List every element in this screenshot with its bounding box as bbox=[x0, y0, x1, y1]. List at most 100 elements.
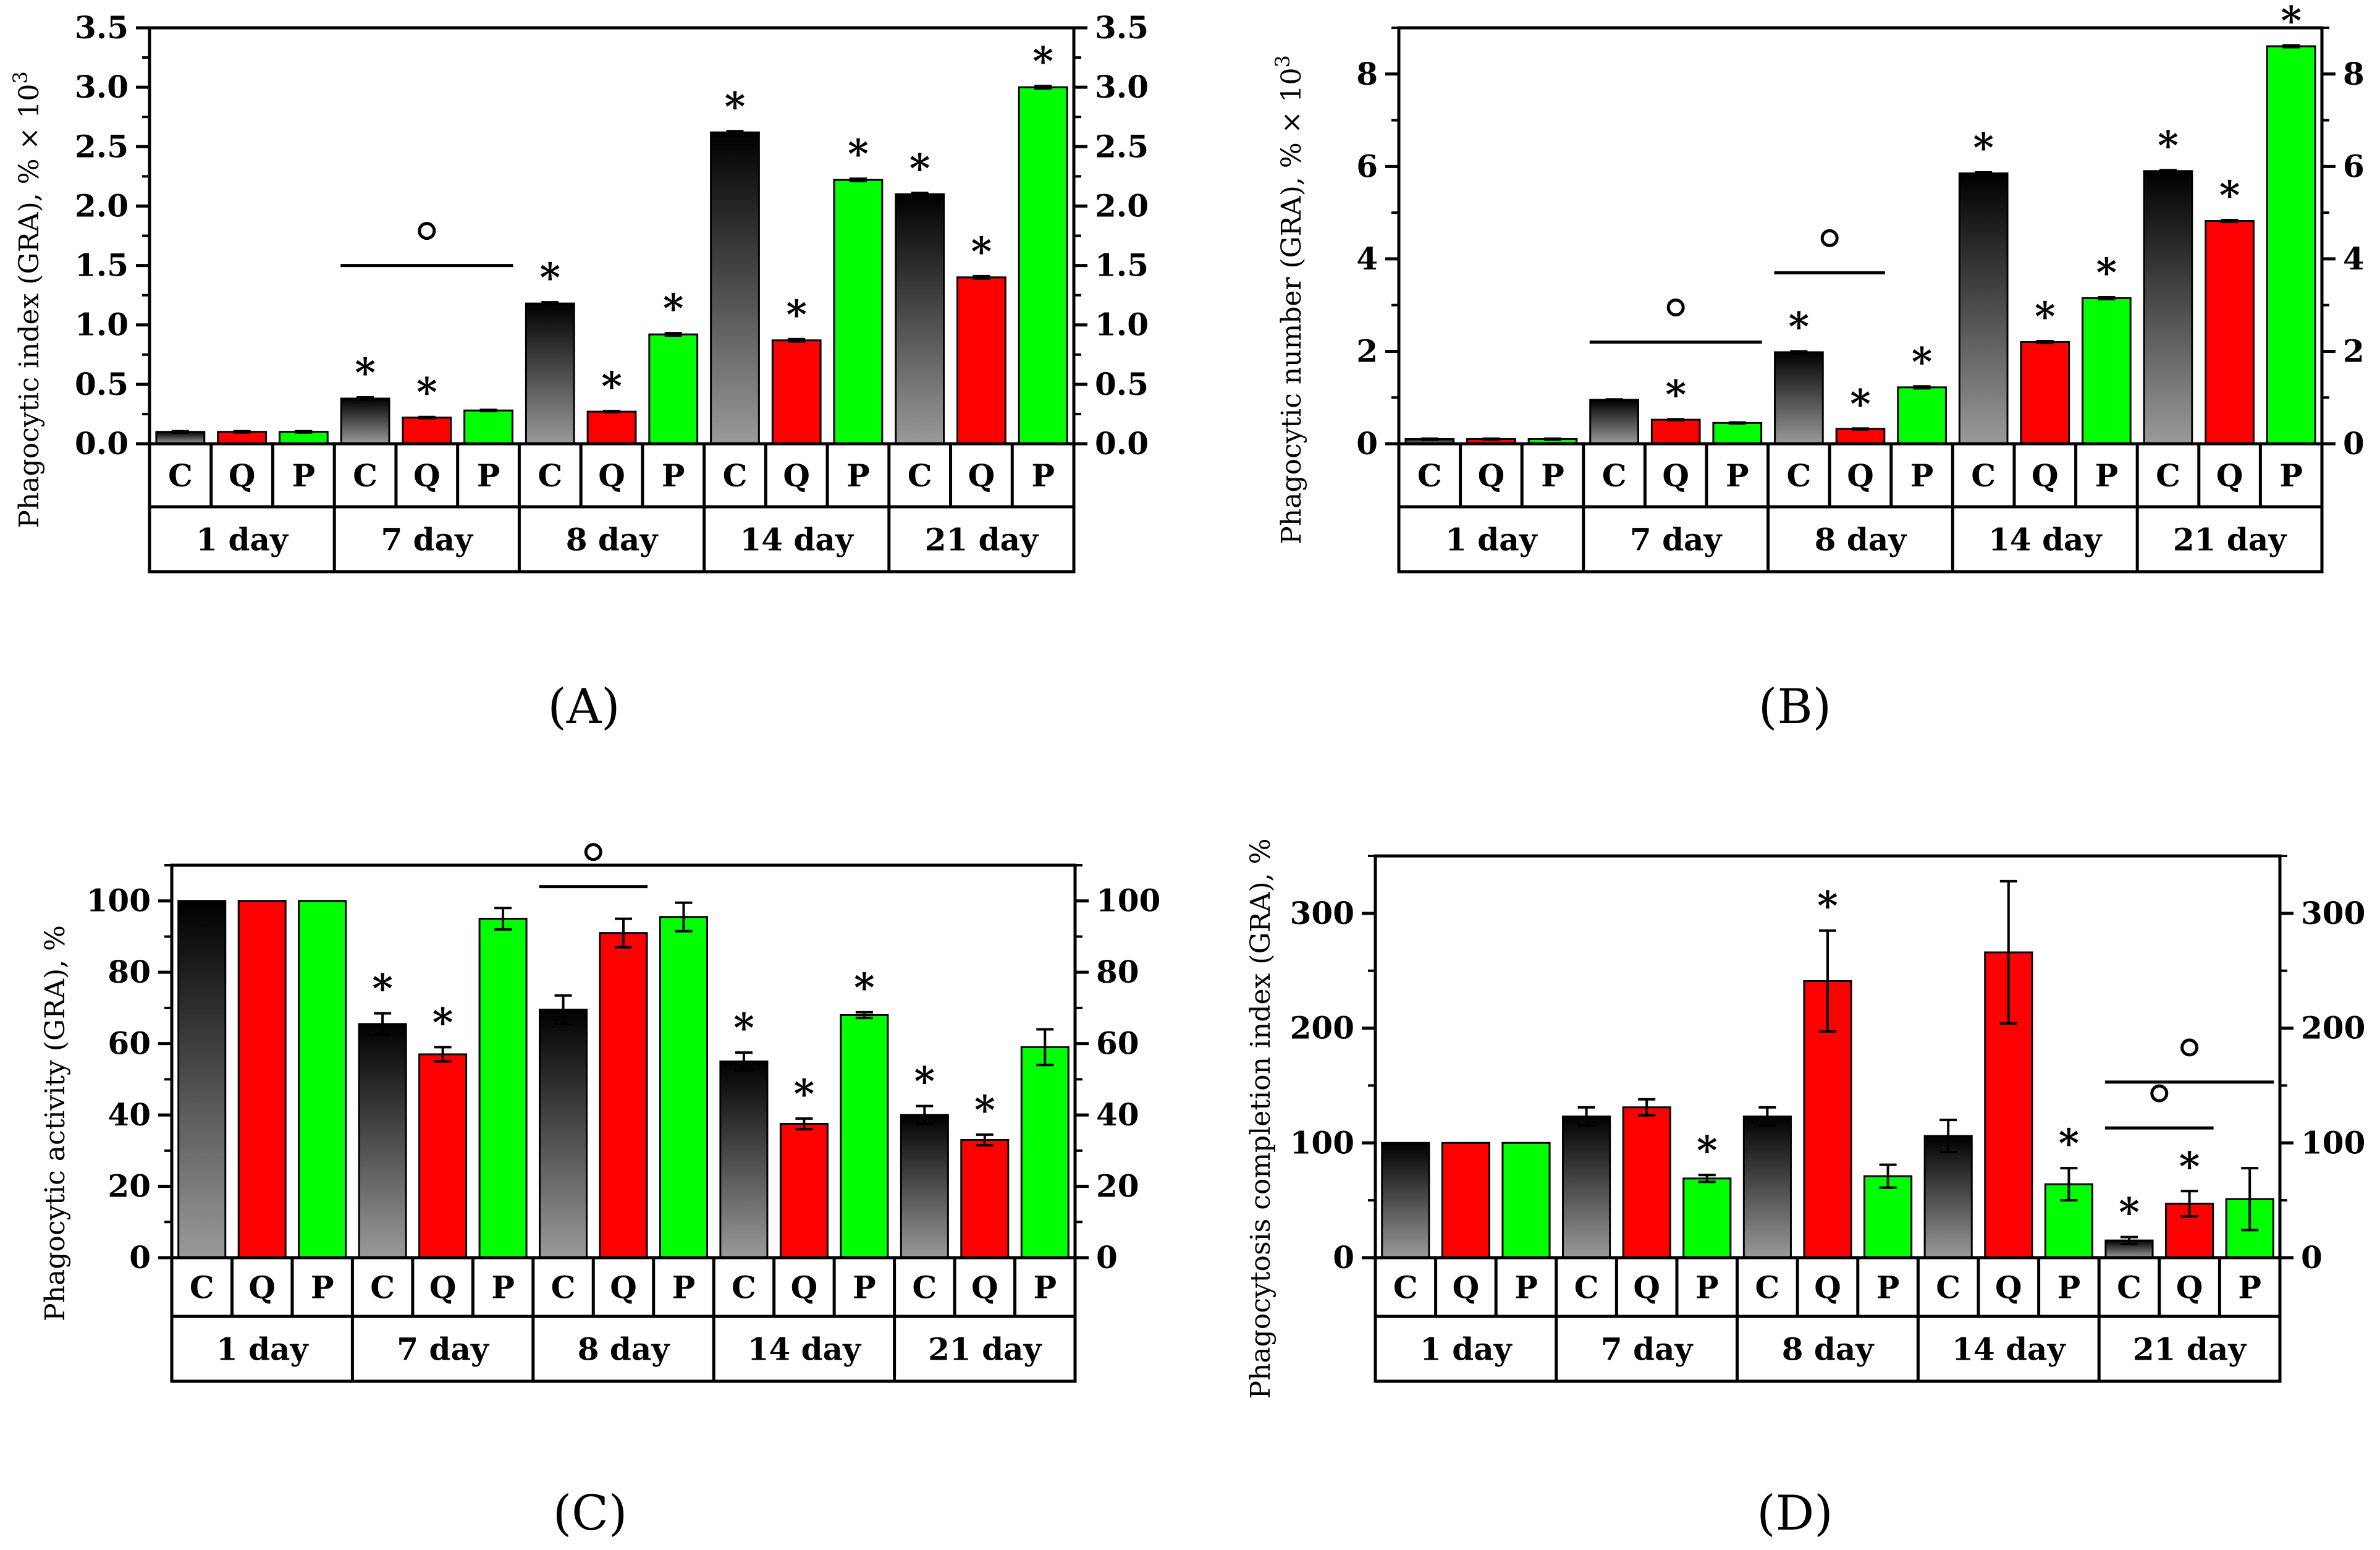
group-label: 21 day bbox=[928, 1331, 1042, 1368]
y-tick-label-right: 8 bbox=[2343, 56, 2365, 92]
category-label: Q bbox=[248, 1269, 276, 1306]
group-label: 21 day bbox=[925, 522, 1039, 558]
significance-star: * bbox=[794, 1071, 814, 1117]
group-label: 8 day bbox=[1782, 1331, 1875, 1368]
error-bar-q-3 bbox=[1819, 929, 1836, 1033]
error-bar-q-5 bbox=[2221, 219, 2239, 224]
group-label: 1 day bbox=[1420, 1331, 1513, 1368]
comparison-circle-icon bbox=[2150, 1084, 2169, 1103]
error-bar-c-5 bbox=[911, 192, 929, 197]
significance-star: * bbox=[854, 965, 874, 1011]
y-tick-label-right: 1.0 bbox=[1095, 307, 1149, 343]
error-bar-p-4 bbox=[2098, 295, 2116, 300]
category-label: C bbox=[168, 457, 193, 494]
comparison-circle-icon bbox=[418, 222, 436, 240]
significance-star: * bbox=[355, 350, 375, 396]
y-tick-label-right: 2.0 bbox=[1095, 187, 1149, 224]
error-bar-q-4 bbox=[795, 1117, 813, 1131]
group-label: 21 day bbox=[2133, 1331, 2247, 1368]
category-label: Q bbox=[783, 457, 810, 494]
category-label: C bbox=[1755, 1269, 1780, 1306]
y-tick-label-right: 2.5 bbox=[1095, 128, 1149, 164]
y-axis-label-text: Phagocytic activity (GRA), % bbox=[40, 925, 71, 1321]
y-axis-label: Phagocytosis completion index (GRA), % bbox=[1245, 838, 1277, 1399]
bar-c-4 bbox=[1923, 1135, 1973, 1259]
bar-q-3 bbox=[1835, 428, 1886, 445]
significance-star: * bbox=[540, 255, 560, 301]
bar-p-5 bbox=[1018, 86, 1068, 445]
category-label: P bbox=[491, 1269, 515, 1306]
bar-c-4 bbox=[710, 131, 760, 445]
category-label: P bbox=[292, 457, 316, 494]
bar-c-1 bbox=[177, 900, 227, 1259]
y-axis-label: Phagocytic number (GRA), % × 103 bbox=[1271, 55, 1307, 544]
bar-p-3 bbox=[648, 333, 699, 445]
significance-star: * bbox=[909, 145, 930, 192]
bar-q-5 bbox=[2205, 220, 2255, 445]
category-label: C bbox=[370, 1269, 395, 1306]
category-label: C bbox=[912, 1269, 937, 1306]
y-tick-label-left: 6 bbox=[1356, 148, 1378, 184]
y-axis-label-text: Phagocytosis completion index (GRA), % bbox=[1245, 838, 1277, 1399]
y-tick-label-left: 80 bbox=[108, 954, 151, 990]
error-bar-q-5 bbox=[976, 1133, 994, 1147]
category-label: P bbox=[1031, 457, 1055, 494]
category-label: P bbox=[2095, 457, 2119, 494]
significance-star: * bbox=[2059, 1120, 2079, 1167]
y-tick-label-right: 0 bbox=[1096, 1239, 1118, 1276]
y-tick-label-left: 0 bbox=[129, 1239, 151, 1276]
significance-star: * bbox=[433, 999, 453, 1046]
panel-label: (D) bbox=[1757, 1486, 1833, 1541]
bar-p-4 bbox=[2044, 1183, 2093, 1259]
category-label: Q bbox=[1633, 1269, 1660, 1306]
error-bar-c-4 bbox=[735, 1051, 753, 1072]
category-label: C bbox=[1393, 1269, 1418, 1306]
bar-c-3 bbox=[539, 1009, 588, 1259]
category-label: C bbox=[1574, 1269, 1599, 1306]
y-tick-label-left: 4 bbox=[1356, 240, 1378, 277]
bar-c-2 bbox=[1562, 1116, 1611, 1259]
y-tick-label-right: 0 bbox=[2301, 1239, 2323, 1276]
error-bar-c-2 bbox=[374, 1012, 392, 1036]
category-label: P bbox=[1514, 1269, 1538, 1306]
error-bar-p-2 bbox=[1698, 1174, 1716, 1184]
y-tick-label-left: 2.5 bbox=[75, 128, 129, 164]
significance-star: * bbox=[974, 1087, 995, 1133]
error-bar-q-3 bbox=[1852, 427, 1869, 431]
y-tick-label-left: 3.5 bbox=[75, 9, 129, 46]
error-bar-q-4 bbox=[2036, 339, 2054, 344]
error-bar-c-5 bbox=[2159, 169, 2177, 174]
category-label: P bbox=[846, 457, 870, 494]
significance-star: * bbox=[848, 131, 868, 177]
error-bar-p-4 bbox=[849, 177, 867, 183]
category-label: P bbox=[2279, 457, 2303, 494]
error-bar-p-2 bbox=[494, 907, 512, 931]
group-label: 7 day bbox=[397, 1331, 490, 1368]
error-bar-q-2 bbox=[418, 415, 436, 420]
error-bar-p-4 bbox=[2060, 1167, 2078, 1202]
group-label: 1 day bbox=[1445, 522, 1538, 558]
y-tick-label-right: 40 bbox=[1096, 1096, 1139, 1133]
significance-star: * bbox=[1032, 38, 1053, 85]
y-tick-label-right: 6 bbox=[2343, 148, 2365, 184]
y-tick-label-left: 100 bbox=[87, 883, 151, 919]
error-bar-c-3 bbox=[554, 994, 572, 1025]
group-label: 14 day bbox=[1952, 1331, 2066, 1368]
bar-c-2 bbox=[358, 1023, 407, 1259]
significance-star: * bbox=[2179, 1143, 2200, 1190]
y-tick-label-right: 2 bbox=[2343, 332, 2365, 369]
error-bar-p-2 bbox=[479, 409, 497, 413]
significance-star: * bbox=[1912, 339, 1932, 385]
bar-q-4 bbox=[779, 1123, 829, 1259]
category-label: P bbox=[1033, 1269, 1057, 1306]
y-tick-label-right: 300 bbox=[2301, 895, 2365, 931]
group-label: 7 day bbox=[1601, 1331, 1694, 1368]
error-bar-q-2 bbox=[434, 1046, 452, 1063]
category-label: Q bbox=[1662, 457, 1689, 494]
y-tick-label-left: 40 bbox=[108, 1096, 151, 1133]
significance-star: * bbox=[1850, 381, 1870, 427]
significance-star: * bbox=[1665, 371, 1686, 418]
bar-p-4 bbox=[840, 1014, 889, 1259]
